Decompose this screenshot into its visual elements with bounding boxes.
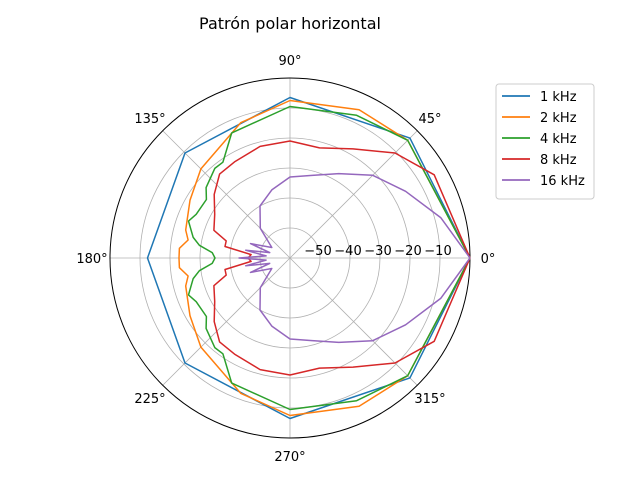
series-lines xyxy=(146,96,471,420)
legend-label: 2 kHz xyxy=(540,111,577,126)
angle-tick-label: 0° xyxy=(481,252,496,267)
series-line-1 xyxy=(146,96,471,420)
angle-tick-label: 315° xyxy=(414,392,445,407)
series-line-3 xyxy=(187,105,471,411)
angle-tick-label: 180° xyxy=(76,252,107,267)
angle-tick-label: 135° xyxy=(134,112,165,127)
series-line-2 xyxy=(178,99,471,417)
legend-label: 16 kHz xyxy=(540,174,585,189)
polar-grid xyxy=(109,77,471,439)
radial-tick-label: −30 xyxy=(364,244,391,259)
angle-tick-label: 90° xyxy=(278,54,301,69)
angular-gridline xyxy=(162,130,291,259)
radial-tick-label: −50 xyxy=(304,244,331,259)
angular-gridline xyxy=(162,257,291,386)
chart-title: Patrón polar horizontal xyxy=(199,14,381,33)
angle-tick-label: 45° xyxy=(418,112,441,127)
legend-label: 4 kHz xyxy=(540,132,577,147)
legend-label: 8 kHz xyxy=(540,153,577,168)
radial-tick-label: −20 xyxy=(394,244,421,259)
angular-gridline xyxy=(289,130,418,259)
series-line-5 xyxy=(238,172,471,344)
legend: 1 kHz 2 kHz 4 kHz 8 kHz 16 kHz xyxy=(495,83,595,200)
legend-box xyxy=(495,83,595,200)
tick-labels: −50 −40 −30 −20 −10 0° 45° 90° 135° 180° 225° 270° 3… xyxy=(76,54,495,465)
angular-gridline xyxy=(289,257,418,386)
legend-label: 1 kHz xyxy=(540,90,577,105)
radial-tick-label: −40 xyxy=(334,244,361,259)
radial-tick-label: −10 xyxy=(424,244,451,259)
angle-tick-label: 225° xyxy=(134,392,165,407)
angle-tick-label: 270° xyxy=(274,450,305,465)
